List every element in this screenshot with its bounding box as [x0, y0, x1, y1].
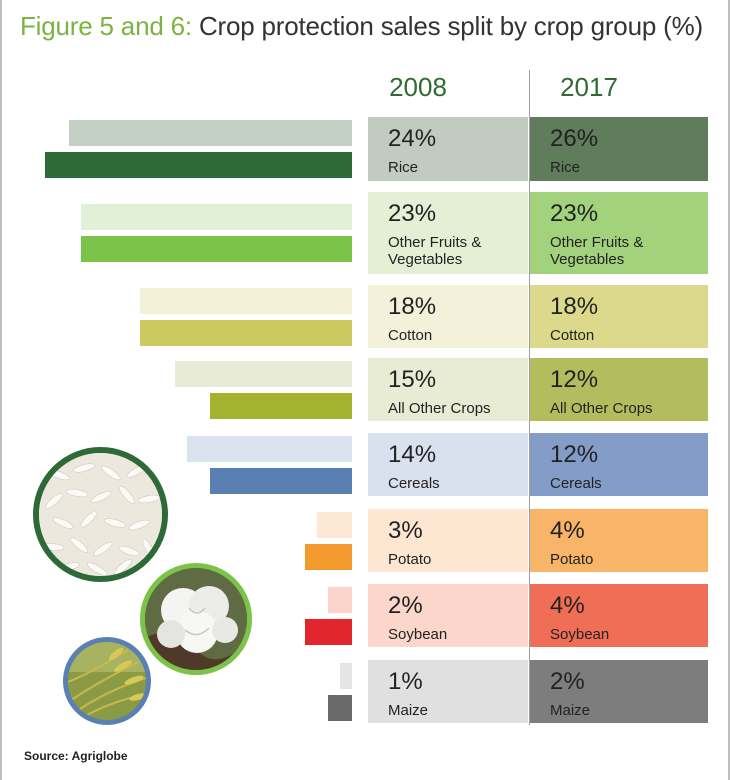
year-header-2017: 2017: [560, 72, 618, 102]
percent-2017: 12%: [550, 366, 599, 393]
percent-2008: 23%: [388, 200, 437, 227]
crop-label: Cotton: [388, 327, 433, 344]
crop-label: Other Fruits & Vegetables: [388, 234, 482, 268]
crop-label: Cotton: [550, 327, 595, 344]
cell-2008: 23% Other Fruits & Vegetables: [368, 192, 528, 274]
cell-2008: 14% Cereals: [368, 433, 528, 496]
bar-2017: [139, 319, 352, 346]
crop-label: Potato: [550, 551, 594, 568]
percent-2017: 4%: [550, 517, 585, 544]
bar-2017: [304, 618, 352, 645]
percent-2017: 18%: [550, 293, 599, 320]
bar-2008: [175, 360, 352, 387]
crop-label: Cereals: [388, 475, 440, 492]
source-note: Source: Agriglobe: [24, 749, 128, 763]
cell-2017: 12% All Other Crops: [530, 358, 708, 421]
cell-2008: 2% Soybean: [368, 584, 528, 647]
crop-label: All Other Crops: [388, 400, 491, 417]
percent-2008: 18%: [388, 293, 437, 320]
crop-label: Rice: [388, 159, 419, 176]
bar-2008: [340, 662, 352, 689]
percent-2017: 2%: [550, 668, 585, 695]
chart-title: Figure 5 and 6: Crop protection sales sp…: [20, 10, 703, 42]
cell-2017: 12% Cereals: [530, 433, 708, 496]
percent-2017: 12%: [550, 441, 599, 468]
percent-2017: 23%: [550, 200, 599, 227]
cell-2017: 4% Soybean: [530, 584, 708, 647]
crop-label: Maize: [550, 702, 591, 719]
cell-2008: 1% Maize: [368, 660, 528, 723]
percent-2017: 26%: [550, 125, 599, 152]
bar-2017: [328, 694, 352, 721]
bar-2017: [210, 392, 352, 419]
bar-2008: [68, 120, 352, 146]
cell-2017: 18% Cotton: [530, 285, 708, 348]
crop-label: Soybean: [388, 626, 448, 643]
title-text: Crop protection sales split by crop grou…: [198, 11, 703, 41]
percent-2008: 15%: [388, 366, 437, 393]
percent-2008: 24%: [388, 125, 437, 152]
percent-2008: 14%: [388, 441, 437, 468]
year-divider: [529, 70, 530, 725]
percent-2008: 1%: [388, 668, 423, 695]
bar-2008: [80, 204, 352, 230]
cell-2008: 18% Cotton: [368, 285, 528, 348]
crop-label: All Other Crops: [550, 400, 653, 417]
cell-2008: 3% Potato: [368, 509, 528, 572]
bar-2017: [80, 236, 352, 262]
cell-2008: 24% Rice: [368, 117, 528, 181]
cell-2017: 26% Rice: [530, 117, 708, 181]
percent-2008: 2%: [388, 592, 423, 619]
cell-2017: 23% Other Fruits & Vegetables: [530, 192, 708, 274]
crop-label: Cereals: [550, 475, 602, 492]
bar-2008: [328, 586, 352, 613]
rice-grains-photo: [33, 447, 168, 582]
crop-label: Potato: [388, 551, 432, 568]
cotton-boll-photo: [140, 563, 252, 675]
wheat-field-photo: [63, 637, 151, 725]
cell-2008: 15% All Other Crops: [368, 358, 528, 421]
bar-2017: [304, 543, 352, 570]
cell-2017: 2% Maize: [530, 660, 708, 723]
crop-label: Maize: [388, 702, 429, 719]
title-prefix: Figure 5 and 6:: [20, 11, 192, 41]
crop-label: Rice: [550, 159, 581, 176]
bar-2017: [45, 152, 352, 178]
percent-2017: 4%: [550, 592, 585, 619]
cell-2017: 4% Potato: [530, 509, 708, 572]
bar-2008: [186, 435, 352, 462]
bar-2008: [316, 511, 352, 538]
bar-2008: [139, 287, 352, 314]
bar-2017: [210, 467, 352, 494]
percent-2008: 3%: [388, 517, 423, 544]
crop-label: Other Fruits & Vegetables: [550, 234, 644, 268]
year-header-2008: 2008: [389, 72, 447, 102]
crop-label: Soybean: [550, 626, 610, 643]
